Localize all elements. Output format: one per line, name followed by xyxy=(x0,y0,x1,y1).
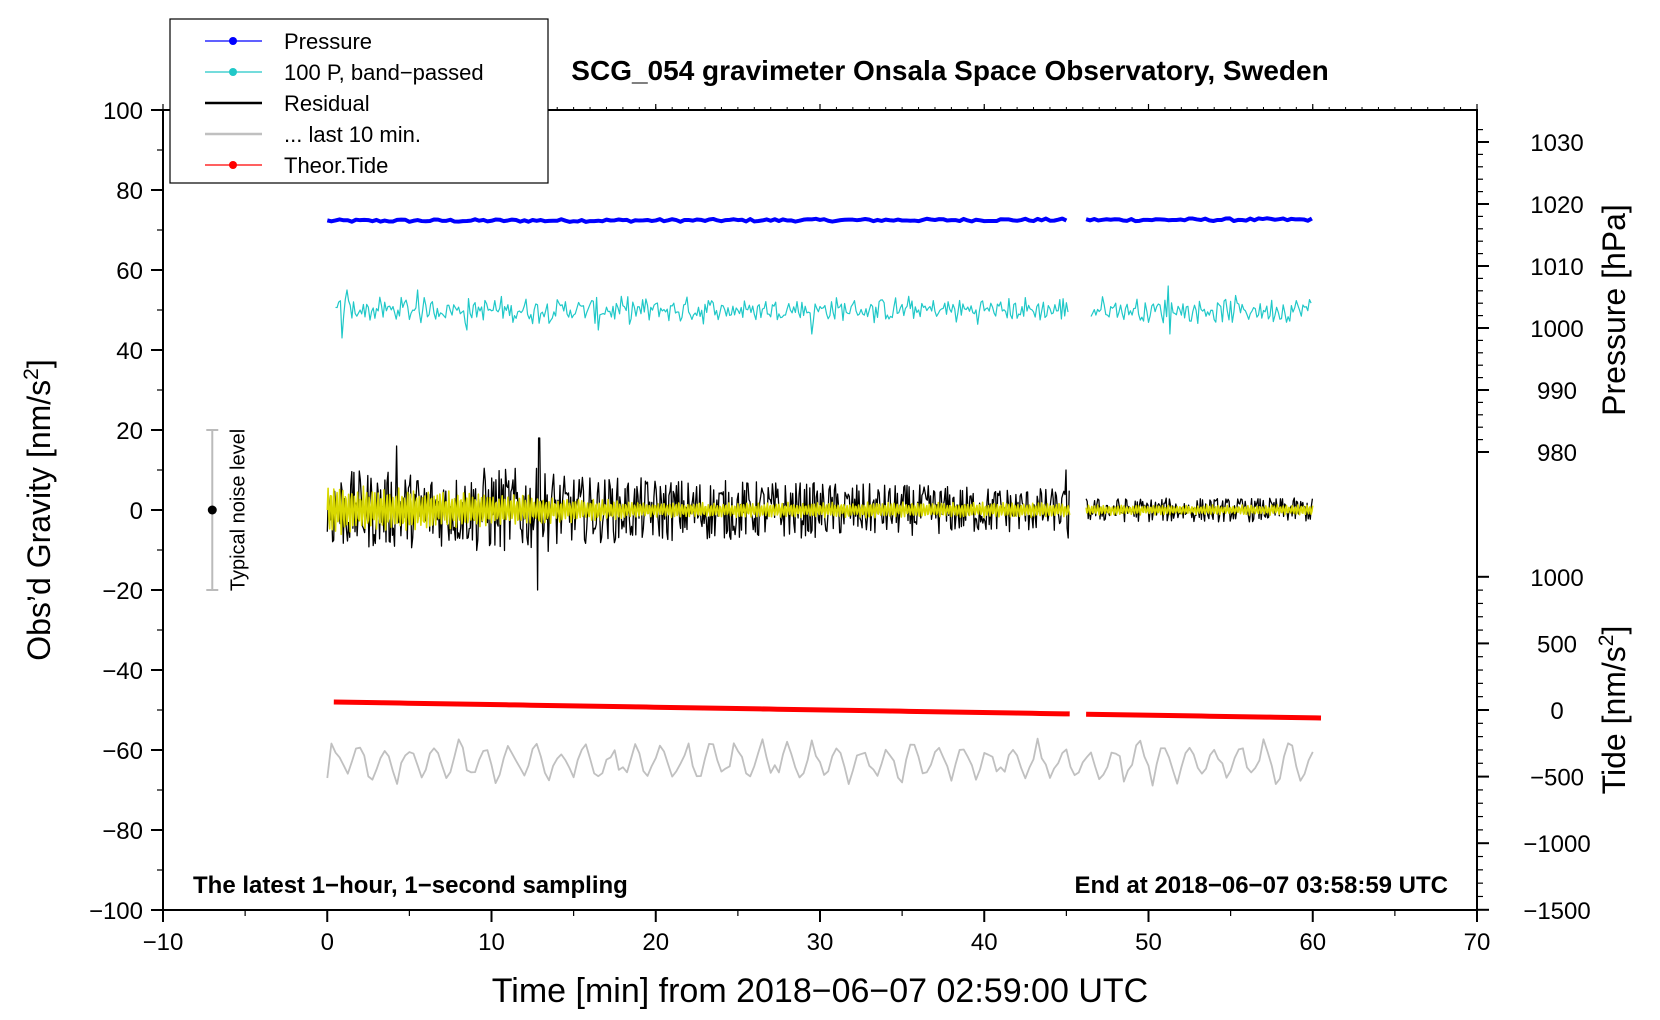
x-tick-label: 60 xyxy=(1299,929,1326,956)
tide-axis-ticks: −1500 −1000 −500 0 500 1000 xyxy=(1477,565,1591,925)
y-axis-ticks: −100 −80 −60 −40 −20 0 20 40 60 80 100 xyxy=(89,98,163,925)
legend-label: Pressure xyxy=(284,29,372,54)
series-pressure xyxy=(1085,216,1313,224)
data-series xyxy=(326,216,1322,787)
legend: Pressure 100 P, band−passed Residual ... la… xyxy=(169,18,549,184)
pressure-tick-label: 1020 xyxy=(1530,192,1583,219)
series-residual-filtered xyxy=(326,485,1071,536)
y-tick-label: 80 xyxy=(116,178,143,205)
series-residual-filtered xyxy=(1085,504,1314,516)
x-tick-label: −10 xyxy=(143,929,184,956)
y-axis-label-tide: Tide [nm/s2] xyxy=(1595,626,1632,795)
x-tick-label: 0 xyxy=(321,929,334,956)
chart-title: SCG_054 gravimeter Onsala Space Observat… xyxy=(571,55,1328,86)
annotation-end-time: End at 2018−06−07 03:58:59 UTC xyxy=(1074,872,1448,899)
y-tick-label: −60 xyxy=(102,738,143,765)
tide-tick-label: −1000 xyxy=(1523,831,1590,858)
series-pressure-bandpassed xyxy=(335,289,1069,339)
legend-label: 100 P, band−passed xyxy=(284,60,484,85)
y-tick-label: −20 xyxy=(102,578,143,605)
pressure-tick-label: 980 xyxy=(1537,440,1577,467)
tide-tick-label: 1000 xyxy=(1530,565,1583,592)
legend-label: ... last 10 min. xyxy=(284,122,421,147)
series-theor-tide xyxy=(1086,711,1322,721)
x-tick-label: 50 xyxy=(1135,929,1162,956)
y-tick-label: 100 xyxy=(103,98,143,125)
y-tick-label: 60 xyxy=(116,258,143,285)
y-axis-label-left: Obs’d Gravity [nm/s2] xyxy=(20,359,57,661)
tide-tick-label: 500 xyxy=(1537,631,1577,658)
legend-label: Residual xyxy=(284,91,370,116)
y-tick-label: 40 xyxy=(116,338,143,365)
annotation-sampling: The latest 1−hour, 1−second sampling xyxy=(193,872,628,899)
y-tick-label: −80 xyxy=(102,818,143,845)
y-axis-label-pressure: Pressure [hPa] xyxy=(1596,204,1632,416)
x-tick-label: 30 xyxy=(807,929,834,956)
x-tick-label: 40 xyxy=(971,929,998,956)
x-axis-label: Time [min] from 2018−06−07 02:59:00 UTC xyxy=(492,972,1148,1010)
x-tick-label: 70 xyxy=(1464,929,1491,956)
y-tick-label: −100 xyxy=(89,898,143,925)
tide-tick-label: −1500 xyxy=(1523,898,1590,925)
noise-indicator: Typical noise level xyxy=(206,429,249,591)
y-tick-label: 20 xyxy=(116,418,143,445)
series-pressure xyxy=(326,216,1068,224)
legend-marker xyxy=(229,68,237,76)
pressure-tick-label: 1030 xyxy=(1530,130,1583,157)
pressure-tick-label: 1010 xyxy=(1530,254,1583,281)
y-tick-label: −40 xyxy=(102,658,143,685)
series-last-10-min xyxy=(326,737,1314,787)
legend-marker xyxy=(229,37,237,45)
noise-label: Typical noise level xyxy=(227,429,249,591)
x-axis-ticks: −10 0 10 20 30 40 50 60 70 xyxy=(143,104,1491,956)
pressure-tick-label: 1000 xyxy=(1530,316,1583,343)
pressure-tick-label: 990 xyxy=(1537,378,1577,405)
x-tick-label: 10 xyxy=(478,929,505,956)
legend-box xyxy=(169,18,549,184)
y-tick-label: 0 xyxy=(130,498,143,525)
pressure-axis-ticks: 980 990 1000 1010 1020 1030 xyxy=(1477,129,1584,467)
legend-marker xyxy=(229,161,237,169)
series-theor-tide xyxy=(333,699,1070,717)
tide-tick-label: −500 xyxy=(1530,765,1584,792)
noise-center-dot xyxy=(207,505,217,515)
legend-label: Theor.Tide xyxy=(284,153,388,178)
tide-tick-label: 0 xyxy=(1550,698,1563,725)
x-tick-label: 20 xyxy=(642,929,669,956)
series-pressure-bandpassed xyxy=(1090,285,1312,335)
